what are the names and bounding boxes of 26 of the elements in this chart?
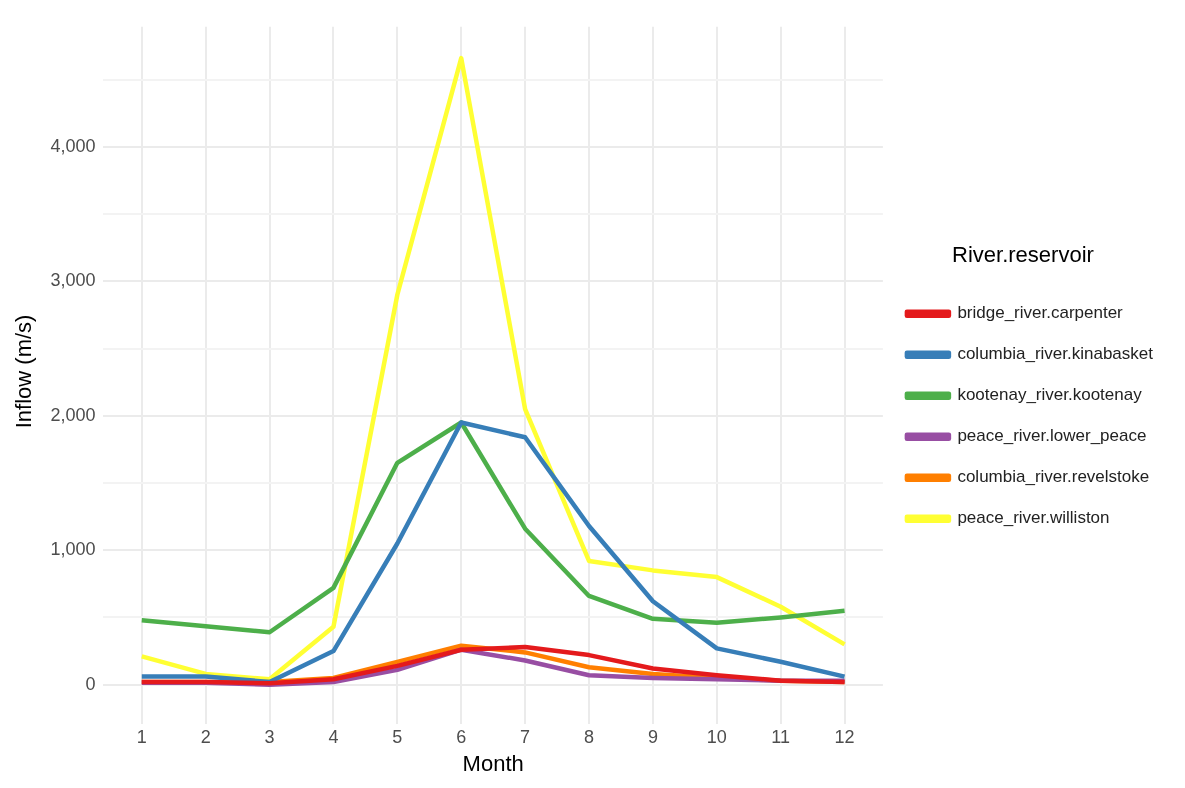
x-tick-label: 4	[328, 726, 339, 747]
y-tick-label: 2,000	[50, 404, 96, 425]
y-tick-label: 3,000	[50, 270, 96, 291]
x-tick-label: 12	[834, 726, 855, 747]
x-tick-label: 5	[392, 726, 403, 747]
x-tick-label: 7	[520, 726, 531, 747]
x-tick-label: 1	[136, 726, 147, 747]
legend-label: kootenay_river.kootenay	[957, 385, 1143, 405]
x-tick-label: 11	[771, 726, 791, 747]
x-axis-title: Month	[462, 750, 524, 776]
legend-title: River.reservoir	[952, 241, 1094, 267]
legend-label: columbia_river.revelstoke	[957, 467, 1150, 487]
legend-label: peace_river.lower_peace	[957, 426, 1147, 446]
y-axis-title: Inflow (m/s)	[11, 314, 37, 429]
legend-label: peace_river.williston	[957, 508, 1110, 528]
y-tick-label: 4,000	[50, 135, 96, 156]
x-tick-label: 10	[706, 726, 727, 747]
x-tick-label: 8	[584, 726, 595, 747]
x-tick-label: 2	[200, 726, 211, 747]
legend-label: columbia_river.kinabasket	[957, 344, 1154, 364]
x-tick-label: 9	[647, 726, 658, 747]
y-tick-label: 1,000	[50, 539, 96, 560]
x-tick-label: 3	[264, 726, 275, 747]
y-tick-label: 0	[85, 673, 96, 694]
x-tick-label: 6	[456, 726, 467, 747]
legend-label: bridge_river.carpenter	[957, 303, 1124, 323]
